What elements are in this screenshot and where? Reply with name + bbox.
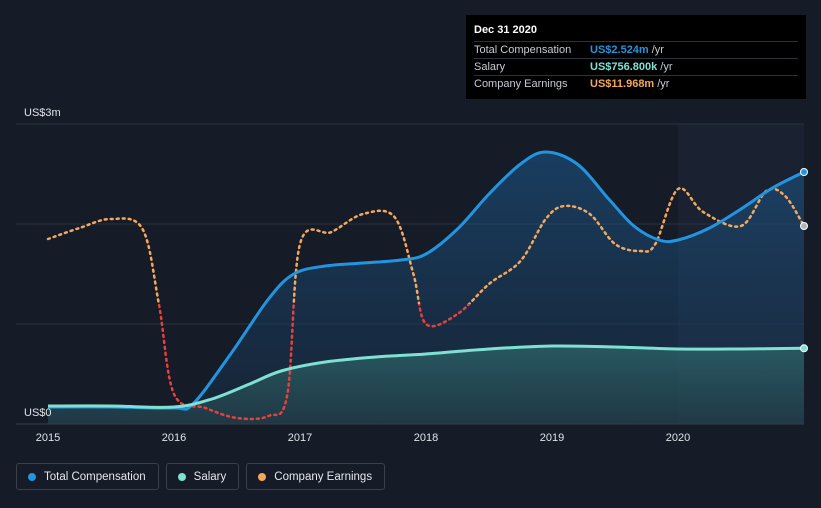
tooltip-value: US$2.524m [590,44,649,56]
total-compensation-line[interactable] [47,150,805,411]
legend-item-salary[interactable]: Salary [165,463,240,490]
tooltip-unit: /yr [660,61,673,73]
tooltip-value: US$11.968m [590,78,655,90]
legend-label: Total Compensation [44,470,146,483]
x-tick-label: 2016 [162,432,186,444]
company-earnings-dot-icon [258,472,267,481]
x-axis-ticks: 2015 2016 2017 2018 2019 2020 [36,432,690,444]
tooltip-label: Total Compensation [474,44,572,56]
total-compensation-dot-icon [28,472,36,481]
end-markers [800,168,808,353]
salary-end-marker [800,344,808,353]
x-tick-label: 2019 [540,432,564,444]
company-earnings-end-marker [800,222,808,230]
legend-item-company-earnings[interactable]: Company Earnings [246,463,386,490]
x-tick-label: 2017 [288,432,312,444]
legend-label: Salary [193,470,227,483]
legend-label: Company Earnings [274,470,373,483]
tooltip-label: Company Earnings [474,78,568,90]
legend-item-total-compensation[interactable]: Total Compensation [16,463,159,490]
company-earnings-line [46,186,806,421]
tooltip-unit: /yr [651,44,664,56]
tooltip-date: Dec 31 2020 [474,24,537,36]
company-earnings-line-negative[interactable] [48,188,804,421]
tooltip-unit: /yr [657,78,670,90]
y-axis-bottom-label: US$0 [24,407,52,419]
tooltip-row-company-earnings: Company Earnings US$11.968m /yr [474,75,798,92]
tooltip: Dec 31 2020 Total Compensation US$2.524m… [466,15,806,99]
tooltip-row-salary: Salary US$756.800k /yr [474,58,798,75]
y-axis-top-label: US$3m [24,107,61,119]
salary-area [48,345,804,424]
tooltip-row-total-compensation: Total Compensation US$2.524m /yr [474,41,798,58]
total-compensation-end-marker [800,168,808,176]
x-tick-label: 2018 [414,432,438,444]
tooltip-label: Salary [474,61,506,73]
salary-dot-icon [177,472,186,481]
tooltip-value: US$756.800k [590,61,658,73]
legend: Total Compensation Salary Company Earnin… [16,463,386,490]
salary-line[interactable] [47,344,805,409]
x-tick-label: 2020 [666,432,690,444]
x-tick-label: 2015 [36,432,60,444]
